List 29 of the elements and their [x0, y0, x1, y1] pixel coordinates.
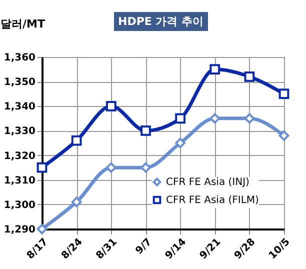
point [278, 88, 290, 100]
point [140, 162, 151, 173]
y-tick-label: 1,310 [4, 175, 36, 186]
point [175, 113, 186, 124]
point [244, 113, 255, 124]
point [278, 130, 290, 141]
legend-label: CFR FE Asia (INJ) [166, 177, 250, 188]
y-axis-title: 달러/MT [0, 18, 46, 30]
point [106, 162, 116, 173]
point [175, 138, 186, 148]
point [210, 64, 220, 74]
point [71, 135, 82, 146]
x-tick-label: 9/7 [134, 236, 154, 257]
point [36, 162, 48, 173]
y-tick-label: 1,300 [4, 200, 36, 211]
point [244, 71, 255, 82]
point [71, 196, 82, 208]
y-tick-label: 1,340 [4, 102, 36, 113]
legend-label: CFR FE Asia (FILM) [166, 195, 260, 206]
chart-title: HDPE 가격 추이 [114, 12, 208, 31]
y-tick-label: 1,350 [4, 77, 36, 88]
y-tick-label: 1,290 [4, 224, 36, 236]
point [140, 126, 151, 136]
y-tick-label: 1,320 [4, 150, 36, 162]
y-tick-label: 1,360 [4, 52, 36, 64]
point [210, 113, 220, 124]
point [106, 100, 116, 112]
point [36, 224, 48, 234]
y-tick-label: 1,330 [4, 126, 36, 138]
